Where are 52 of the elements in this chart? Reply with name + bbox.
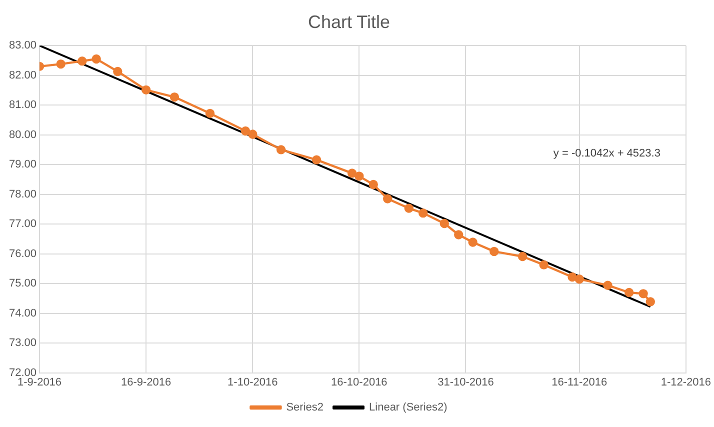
x-tick-label: 1-9-2016 [18,376,62,388]
y-tick-label: 77.00 [8,218,37,230]
y-tick-label: 79.00 [8,158,37,171]
point [170,92,180,102]
point [248,130,258,139]
point [354,172,364,181]
point [382,194,392,204]
legend-label: Series2 [286,402,324,414]
point [440,218,450,228]
x-tick-label: 1-12-2016 [660,376,712,388]
point [468,238,478,247]
point [518,252,528,262]
y-tick-label: 75.00 [8,278,37,290]
point [646,297,656,306]
y-tick-label: 82.00 [8,69,37,82]
point [574,274,584,284]
y-tick-label: 78.00 [8,188,37,200]
point [603,280,612,290]
chart-title: Chart Title [308,12,390,32]
point [312,155,322,164]
x-tick-label: 1-10-2016 [228,376,278,388]
point [92,54,101,64]
y-tick-label: 72.00 [8,366,37,379]
point [276,145,286,154]
point [368,180,378,190]
point [113,66,122,76]
legend-label: Linear (Series2) [369,402,448,414]
x-tick-label: 31-10-2016 [438,376,494,388]
point [490,246,499,256]
y-tick-label: 73.00 [8,337,37,350]
x-tick-label: 16-9-2016 [121,376,172,388]
x-tick-label: 16-11-2016 [552,376,608,388]
point [454,230,464,240]
y-tick-label: 81.00 [8,99,37,112]
point [568,272,577,282]
point [56,59,66,69]
point [539,260,548,270]
point [205,108,215,118]
point [347,168,357,178]
x-tick-label: 16-10-2016 [331,376,388,388]
y-tick-label: 83.00 [8,40,37,52]
point [624,288,634,298]
point [240,126,250,136]
point [141,85,151,95]
point [78,56,87,66]
point [638,289,648,298]
y-tick-label: 80.00 [8,128,37,141]
y-tick-label: 76.00 [8,248,37,260]
y-tick-label: 74.00 [8,307,37,320]
point [418,208,428,218]
point [404,204,414,213]
annotation: y = -0.1042x + 4523.3 [553,148,660,160]
